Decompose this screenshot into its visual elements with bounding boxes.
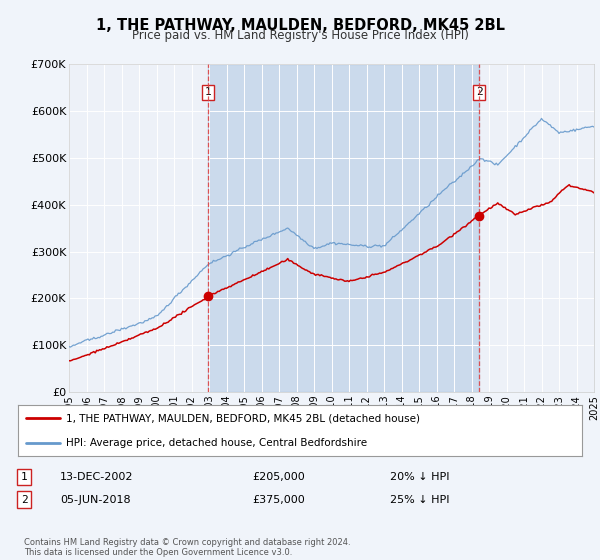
Text: Contains HM Land Registry data © Crown copyright and database right 2024.
This d: Contains HM Land Registry data © Crown c… xyxy=(24,538,350,557)
Bar xyxy=(208,64,479,392)
Text: 25% ↓ HPI: 25% ↓ HPI xyxy=(390,494,449,505)
Text: 13-DEC-2002: 13-DEC-2002 xyxy=(60,472,133,482)
Text: 05-JUN-2018: 05-JUN-2018 xyxy=(60,494,131,505)
Text: 1, THE PATHWAY, MAULDEN, BEDFORD, MK45 2BL (detached house): 1, THE PATHWAY, MAULDEN, BEDFORD, MK45 2… xyxy=(66,413,420,423)
Text: 1: 1 xyxy=(20,472,28,482)
Text: 20% ↓ HPI: 20% ↓ HPI xyxy=(390,472,449,482)
Text: HPI: Average price, detached house, Central Bedfordshire: HPI: Average price, detached house, Cent… xyxy=(66,438,367,448)
Text: 2: 2 xyxy=(20,494,28,505)
Text: £375,000: £375,000 xyxy=(252,494,305,505)
Text: Price paid vs. HM Land Registry's House Price Index (HPI): Price paid vs. HM Land Registry's House … xyxy=(131,29,469,42)
Text: 1, THE PATHWAY, MAULDEN, BEDFORD, MK45 2BL: 1, THE PATHWAY, MAULDEN, BEDFORD, MK45 2… xyxy=(95,18,505,33)
Text: 2: 2 xyxy=(476,87,482,97)
Text: 1: 1 xyxy=(205,87,212,97)
Text: £205,000: £205,000 xyxy=(252,472,305,482)
